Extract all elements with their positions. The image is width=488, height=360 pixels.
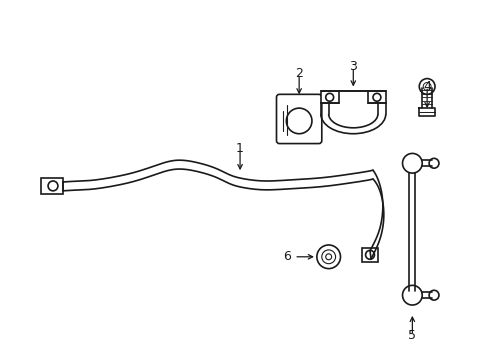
Circle shape	[365, 251, 374, 259]
Text: 5: 5	[407, 329, 415, 342]
Circle shape	[325, 254, 331, 260]
Bar	[362, 248, 377, 262]
Circle shape	[286, 108, 311, 134]
Text: 6: 6	[283, 250, 291, 263]
Circle shape	[48, 181, 58, 191]
Text: 4: 4	[422, 80, 430, 93]
FancyBboxPatch shape	[276, 94, 321, 144]
Circle shape	[316, 245, 340, 269]
Circle shape	[325, 93, 333, 101]
Text: 1: 1	[236, 142, 244, 155]
Bar	[367, 91, 385, 103]
Circle shape	[321, 250, 335, 264]
Circle shape	[372, 93, 380, 101]
Bar	[41, 178, 63, 194]
Circle shape	[428, 158, 438, 168]
Text: 3: 3	[348, 60, 357, 73]
Circle shape	[402, 153, 421, 173]
Circle shape	[418, 78, 434, 94]
Text: 2: 2	[295, 67, 303, 80]
Circle shape	[422, 82, 430, 90]
Bar	[320, 91, 338, 103]
Circle shape	[402, 285, 421, 305]
Circle shape	[428, 290, 438, 300]
